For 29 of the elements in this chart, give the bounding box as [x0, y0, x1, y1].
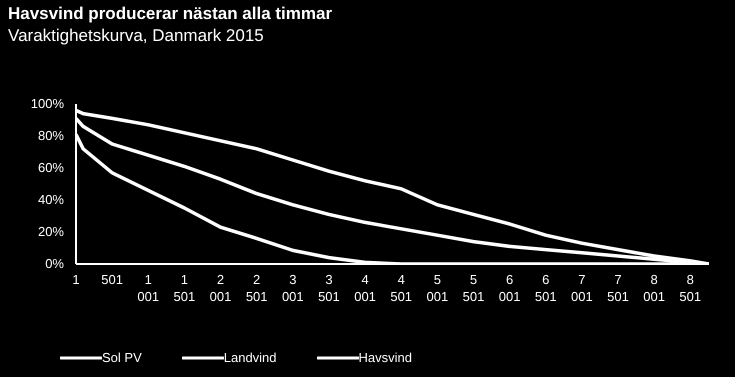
y-tick-label: 20% — [38, 224, 64, 239]
x-tick-label: 7 001 — [571, 272, 593, 304]
x-tick-label: 7 501 — [607, 272, 629, 304]
x-tick-label: 6 001 — [498, 272, 520, 304]
x-tick-label: 8 501 — [679, 272, 702, 304]
x-tick-label: 4 501 — [390, 272, 412, 304]
x-tick-label: 5 001 — [426, 272, 448, 304]
chart-title: Havsvind producerar nästan alla timmar — [8, 4, 332, 24]
x-tick-label: 4 001 — [354, 272, 376, 304]
y-tick-label: 100% — [30, 96, 64, 111]
legend-label: Sol PV — [102, 350, 142, 365]
x-tick-label: 2 501 — [246, 272, 268, 304]
x-tick-label: 1 501 — [174, 272, 196, 304]
y-tick-label: 60% — [38, 160, 64, 175]
legend-label: Landvind — [224, 350, 277, 365]
x-tick-label: 3 001 — [282, 272, 304, 304]
x-tick-label: 1 — [72, 272, 80, 287]
x-tick-label: 3 501 — [318, 272, 340, 304]
x-tick-label: 2 001 — [210, 272, 232, 304]
y-tick-label: 40% — [38, 192, 64, 207]
x-tick-label: 6 501 — [534, 272, 557, 304]
x-tick-label: 8 001 — [643, 272, 665, 304]
chart-subtitle: Varaktighetskurva, Danmark 2015 — [8, 26, 264, 46]
y-tick-label: 80% — [38, 128, 64, 143]
x-tick-label: 5 501 — [462, 272, 484, 304]
x-tick-label: 1 001 — [137, 272, 160, 304]
legend-label: Havsvind — [358, 350, 412, 365]
x-tick-label: 501 — [101, 272, 123, 287]
y-tick-label: 0% — [45, 256, 64, 271]
